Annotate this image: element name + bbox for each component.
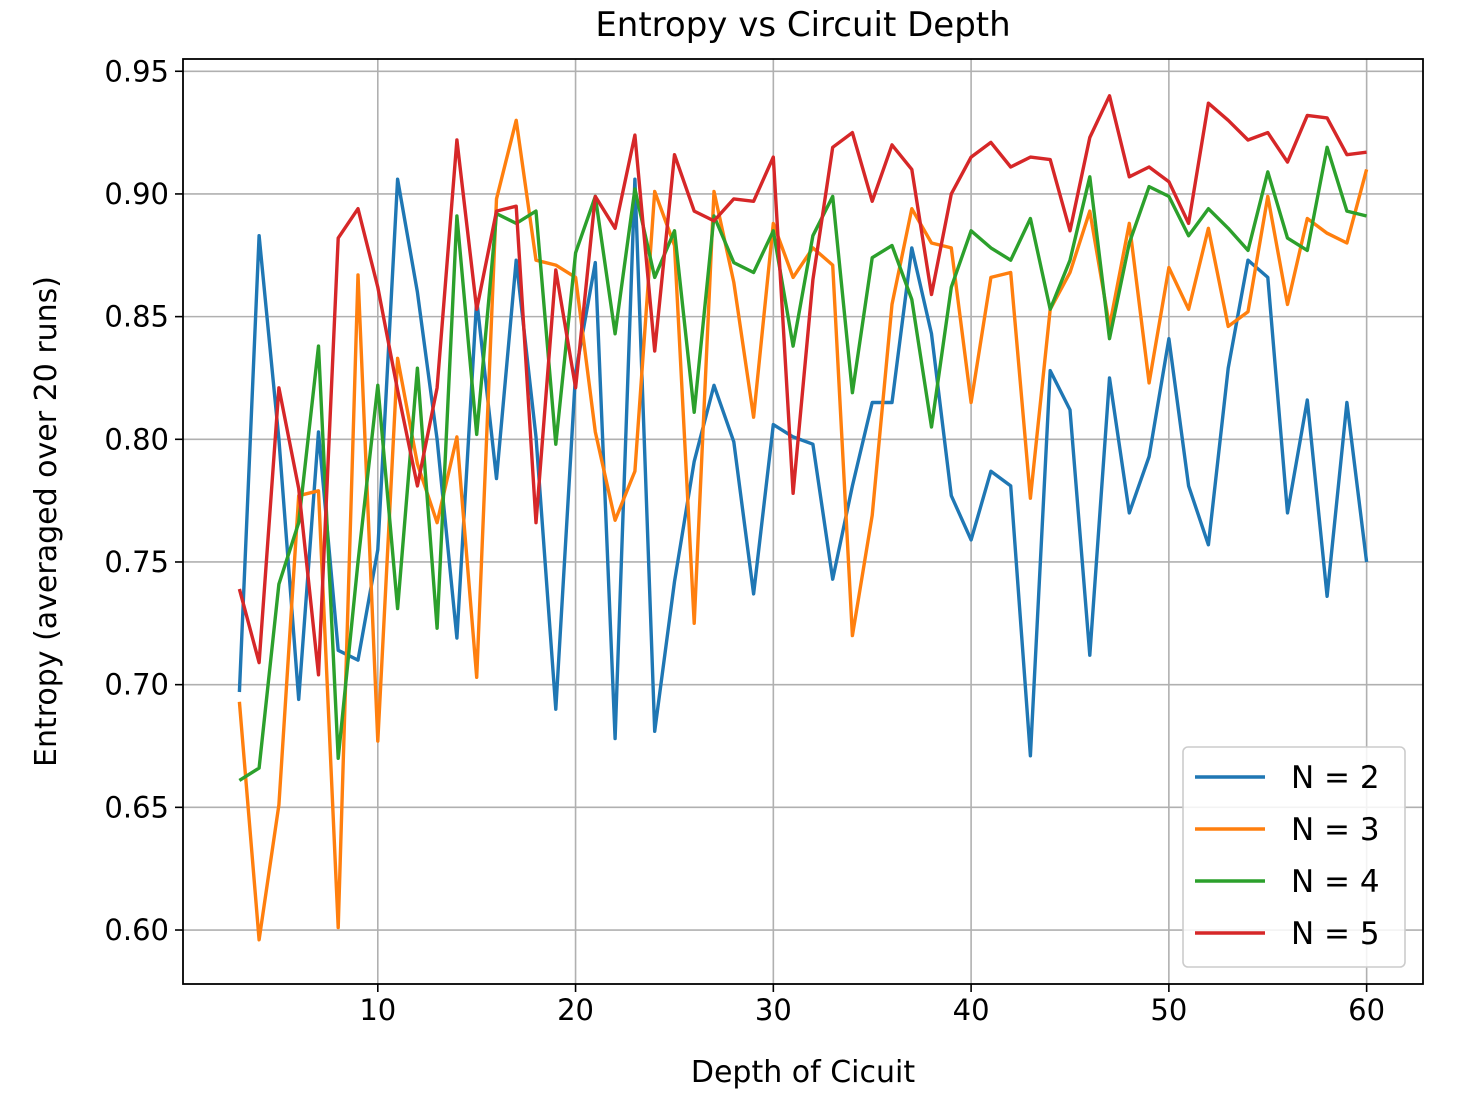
- chart-title: Entropy vs Circuit Depth: [595, 5, 1010, 45]
- legend-label: N = 3: [1291, 812, 1380, 848]
- series-group: [237, 94, 1369, 942]
- legend-label: N = 2: [1291, 760, 1380, 796]
- x-tick-label: 40: [953, 993, 990, 1027]
- x-tick-label: 10: [359, 993, 396, 1027]
- y-tick-label: 0.75: [104, 545, 169, 579]
- legend-label: N = 4: [1291, 864, 1380, 900]
- y-tick-label: 0.70: [104, 668, 169, 702]
- x-tick-label: 50: [1150, 993, 1187, 1027]
- y-tick-label: 0.90: [104, 177, 169, 211]
- y-tick-label: 0.60: [104, 913, 169, 947]
- y-tick-label: 0.65: [104, 790, 169, 824]
- y-tick-label: 0.95: [104, 54, 169, 88]
- plot-frame: [182, 58, 1424, 985]
- x-tick-label: 20: [557, 993, 594, 1027]
- x-tick-label: 60: [1348, 993, 1385, 1027]
- x-axis-title: Depth of Cicuit: [691, 1055, 915, 1090]
- series-line-n5: [237, 94, 1367, 677]
- legend: N = 2 N = 3 N = 4 N = 5: [1182, 746, 1406, 968]
- legend-label: N = 5: [1291, 916, 1380, 952]
- y-tick-label: 0.85: [104, 300, 169, 334]
- series-line-n2: [237, 177, 1369, 758]
- axis-ticks: 10 20 30 40 50 60 0.60 0.65 0.70 0.75 0.80 0.85 0.90…: [104, 54, 1385, 1027]
- legend-box: [1182, 746, 1406, 968]
- y-tick-label: 0.80: [104, 422, 169, 456]
- series-line-n4: [238, 145, 1368, 782]
- x-tick-label: 30: [755, 993, 792, 1027]
- y-axis-title: Entropy (averaged over 20 runs): [29, 276, 64, 767]
